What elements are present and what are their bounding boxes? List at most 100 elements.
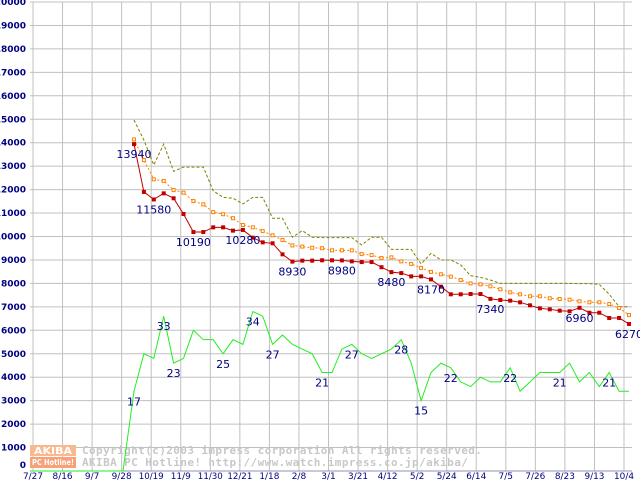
y-tick-label: 8000 <box>1 279 26 289</box>
min-price-marker <box>537 306 542 311</box>
x-tick-label: 3/21 <box>348 472 368 480</box>
copyright-text: Copyright(c)2003 impress corporation All… <box>82 444 482 457</box>
y-tick-label: 1000 <box>1 444 26 454</box>
average-price-marker <box>389 255 394 260</box>
min-price-marker <box>260 240 265 245</box>
y-tick-label: 13000 <box>0 162 26 172</box>
min-price-marker <box>231 228 235 233</box>
y-tick-label: 19000 <box>0 21 26 31</box>
min-price-marker <box>429 277 433 282</box>
average-price-marker <box>300 244 305 249</box>
min-price-data-label: 7340 <box>476 303 504 316</box>
average-price-marker <box>419 265 424 270</box>
min-price-marker <box>349 259 354 264</box>
x-tick-label: 10/4 <box>614 472 634 480</box>
min-price-marker <box>607 315 612 320</box>
min-price-marker <box>171 196 176 201</box>
min-price-marker <box>181 211 186 216</box>
shop-count-data-label: 27 <box>266 348 280 361</box>
shop-count-line <box>30 310 629 472</box>
y-tick-label: 4000 <box>1 373 26 383</box>
grid <box>30 1 632 472</box>
y-tick-label: 5000 <box>1 350 26 360</box>
shop-count-data-label: 28 <box>394 344 408 357</box>
x-tick-label: 5/24 <box>437 472 457 480</box>
min-price-marker <box>359 260 364 265</box>
max-price-line <box>133 119 630 308</box>
logo-text-top: AKIBA <box>34 446 72 457</box>
average-price-marker <box>171 188 176 193</box>
min-price-marker <box>389 270 394 275</box>
min-price-marker <box>587 310 592 315</box>
y-tick-label: 7000 <box>1 303 26 313</box>
x-tick-label: 2/8 <box>292 472 307 480</box>
min-price-marker <box>458 292 463 297</box>
shop-count-data-label: 21 <box>315 377 329 390</box>
min-price-marker <box>270 241 275 246</box>
shop-count-data-label: 34 <box>246 316 260 329</box>
shop-count-data-label: 27 <box>345 348 359 361</box>
min-price-marker <box>627 321 631 326</box>
average-price-marker <box>478 282 483 287</box>
average-price-marker <box>310 245 315 250</box>
shop-count-data-label: 21 <box>602 377 616 390</box>
average-price-marker <box>627 313 631 318</box>
min-price-marker <box>617 315 622 320</box>
average-price-marker <box>498 287 503 292</box>
y-tick-label: 18000 <box>0 45 26 55</box>
average-price-marker <box>221 212 226 217</box>
min-price-data-label: 13940 <box>117 148 152 161</box>
x-tick-label: 10/19 <box>139 472 164 480</box>
average-price-marker <box>320 246 325 251</box>
min-price-marker <box>399 271 404 276</box>
shop-count-data-label: 15 <box>414 405 428 418</box>
min-price-marker <box>300 258 305 263</box>
min-price-marker <box>310 258 315 263</box>
min-price-data-label: 6270 <box>615 328 640 341</box>
min-price-marker <box>438 284 443 289</box>
min-price-data-label: 11580 <box>136 203 171 216</box>
average-price-marker <box>488 284 493 289</box>
min-price-marker <box>201 230 206 235</box>
average-price-marker <box>330 248 334 253</box>
shop-count-data-label: 21 <box>553 377 567 390</box>
min-price-marker <box>151 197 156 202</box>
min-price-marker <box>369 260 374 265</box>
x-tick-label: 6/14 <box>466 472 486 480</box>
y-tick-label: 20000 <box>0 0 26 8</box>
average-price-marker <box>557 296 562 301</box>
min-price-marker <box>557 308 562 313</box>
average-price-marker <box>468 281 473 286</box>
min-price-marker <box>468 291 473 296</box>
y-tick-label: 10000 <box>0 233 26 243</box>
shop-count-data-label: 33 <box>157 320 171 333</box>
min-price-marker <box>221 225 226 230</box>
min-price-data-label: 6960 <box>566 312 594 325</box>
min-price-line <box>133 144 630 325</box>
x-tick-label: 9/7 <box>85 472 99 480</box>
y-tick-label: 14000 <box>0 139 26 149</box>
min-price-data-label: 8480 <box>377 276 405 289</box>
min-price-marker <box>191 230 196 235</box>
average-price-marker <box>458 277 463 282</box>
average-price-marker <box>211 210 216 215</box>
average-price-marker <box>250 225 255 230</box>
series <box>30 119 631 472</box>
average-price-line <box>133 139 630 316</box>
min-price-marker <box>379 265 384 270</box>
x-tick-label: 1/18 <box>259 472 279 480</box>
min-price-marker <box>161 191 166 196</box>
min-price-marker <box>518 300 523 305</box>
shop-count-data-label: 25 <box>216 358 230 371</box>
x-tick-label: 11/30 <box>198 472 223 480</box>
average-price-marker <box>151 177 156 182</box>
x-tick-label: 5/2 <box>410 472 424 480</box>
average-price-marker <box>528 294 532 299</box>
min-price-marker <box>250 235 255 240</box>
shop-count-data-label: 22 <box>503 372 517 385</box>
min-price-data-label: 8980 <box>328 264 356 277</box>
min-price-marker <box>280 252 285 257</box>
average-price-marker <box>290 243 295 248</box>
min-price-data-label: 8170 <box>417 283 445 296</box>
average-price-marker <box>379 256 384 261</box>
